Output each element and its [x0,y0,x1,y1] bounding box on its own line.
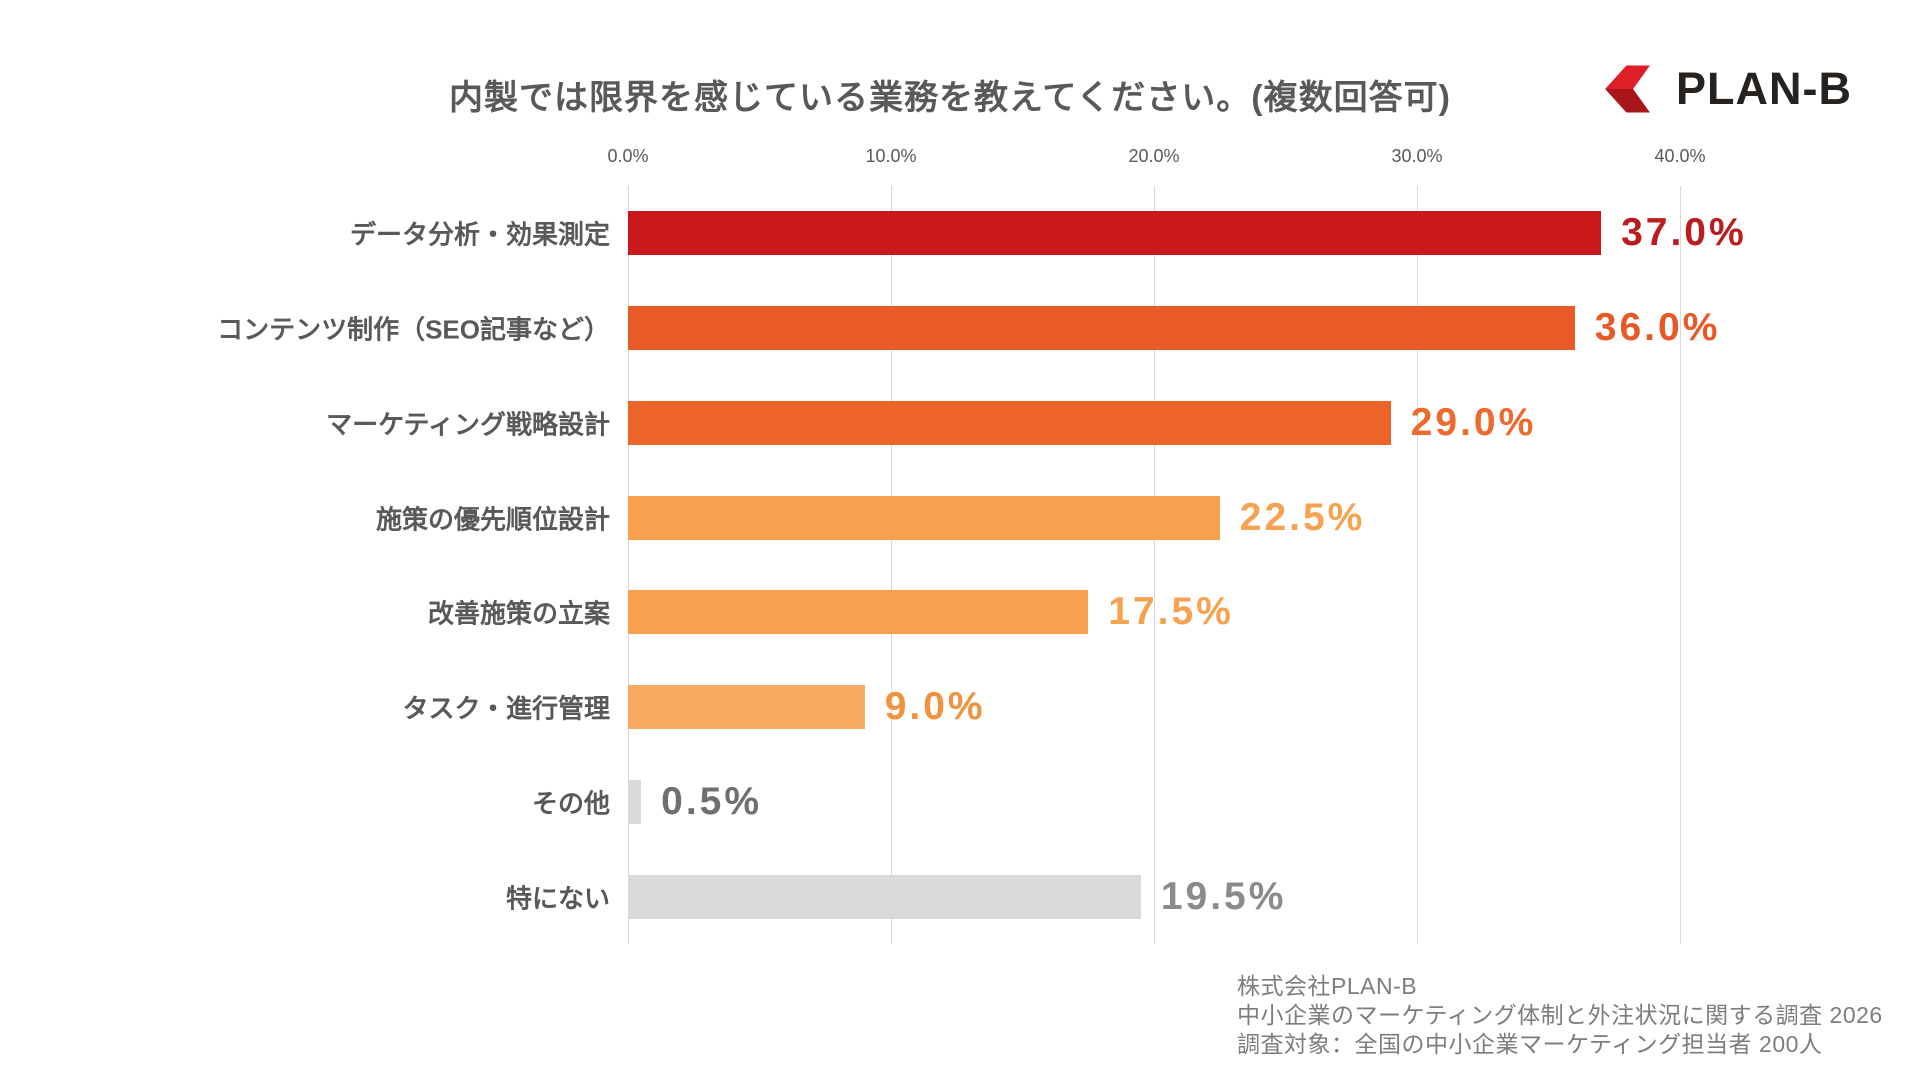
bar-row: データ分析・効果測定 37.0% [350,186,1744,281]
bar [628,495,1220,540]
x-axis-tick: 10.0% [865,146,917,166]
source-note-line: 株式会社PLAN-B [1237,973,1418,999]
x-axis-tick: 0.0% [607,146,649,166]
category-label: 改善施策の立案 [427,598,610,629]
value-label: 36.0% [1594,306,1721,350]
bar-row: 施策の優先順位設計 22.5% [376,470,1680,565]
value-label: 9.0% [884,685,986,729]
bar-row: その他 0.5% [532,755,1680,850]
bar [628,779,642,824]
category-label: その他 [531,788,610,819]
category-label: 施策の優先順位設計 [375,504,610,535]
gridline [891,186,892,944]
value-label: 19.5% [1160,874,1287,918]
gridline [1154,186,1155,944]
bar [628,685,865,730]
bar-row: コンテンツ制作（SEO記事など） 36.0% [217,281,1717,376]
source-note: 株式会社PLAN-B 中小企業のマーケティング体制と外注状況に関する調査 2026… [1237,972,1883,1059]
plot-area: データ分析・効果測定 37.0% コンテンツ制作（SEO記事など） 36.0% … [217,186,1744,944]
bar-row: 特にない 19.5% [506,849,1680,944]
bar-rows: データ分析・効果測定 37.0% コンテンツ制作（SEO記事など） 36.0% … [217,186,1744,944]
category-label: タスク・進行管理 [402,693,610,724]
value-label: 29.0% [1410,400,1537,444]
category-label: 特にない [505,883,610,914]
planb-logo-icon [1605,65,1650,113]
bar-row: マーケティング戦略設計 29.0% [326,376,1680,471]
planb-logo-text: PLAN-B [1676,63,1852,114]
bar-row: タスク・進行管理 9.0% [403,660,1680,755]
gridline [1417,186,1418,944]
value-label: 0.5% [661,779,763,823]
category-label: コンテンツ制作（SEO記事など） [217,314,610,345]
bar [628,874,1141,919]
value-label: 37.0% [1621,211,1747,255]
source-note-line: 中小企業のマーケティング体制と外注状況に関する調査 2026 [1237,1002,1883,1028]
x-axis-ticks: 0.0% 10.0% 20.0% 30.0% 40.0% [607,146,1705,170]
gridline [1680,186,1681,944]
x-axis-tick: 20.0% [1128,146,1180,166]
bar [628,306,1575,351]
category-label: データ分析・効果測定 [349,219,610,250]
bar [628,211,1602,256]
x-axis-tick: 40.0% [1654,146,1706,166]
bar-row: 改善施策の立案 17.5% [428,565,1680,660]
gridline [628,186,629,944]
bar [628,590,1089,635]
chart-title: 内製では限界を感じている業務を教えてください。(複数回答可) [449,79,1451,117]
value-label: 17.5% [1108,590,1234,634]
category-label: マーケティング戦略設計 [326,409,610,440]
bar [628,400,1391,445]
source-note-line: 調査対象：全国の中小企業マーケティング担当者 200人 [1237,1031,1823,1057]
x-axis-tick: 30.0% [1391,146,1443,166]
planb-logo: PLAN-B [1604,60,1852,118]
value-label: 22.5% [1239,495,1366,539]
